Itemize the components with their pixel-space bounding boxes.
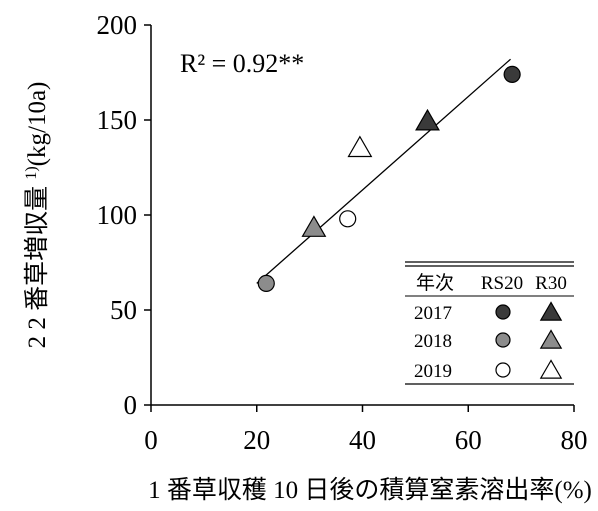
legend-circle-marker xyxy=(495,304,511,320)
data-point-2018-circle xyxy=(257,274,275,292)
x-tick-label: 20 xyxy=(243,425,270,455)
legend: 年次 RS20 R30 2017 2018 2019 xyxy=(405,261,574,385)
axes: 0 50 100 150 200 0 20 40 60 80 xyxy=(97,10,588,455)
trendline xyxy=(256,58,511,284)
trendline-group xyxy=(256,58,511,284)
legend-triangle-marker xyxy=(539,301,563,321)
y-axis-title: 2 2 番草増収量 1)(kg/10a) xyxy=(23,82,51,349)
x-tick-label: 0 xyxy=(144,425,158,455)
y-tick-label: 50 xyxy=(110,295,137,325)
data-point-2019-triangle xyxy=(347,135,373,158)
legend-header-r30: R30 xyxy=(535,273,567,294)
y-axis-title-unit: (kg/10a) xyxy=(24,82,51,167)
legend-year-label: 2019 xyxy=(414,361,452,382)
legend-triangle-marker xyxy=(539,329,563,349)
y-tick-label: 0 xyxy=(124,390,138,420)
y-axis-title-superscript: 1) xyxy=(23,166,40,179)
legend-year-label: 2017 xyxy=(414,303,452,324)
x-axis-title: 1 番草収穫 10 日後の積算窒素溶出率(%) xyxy=(148,476,592,504)
legend-circle-marker xyxy=(495,332,511,348)
x-tick-label: 40 xyxy=(349,425,376,455)
y-tick-label: 100 xyxy=(97,200,138,230)
points-group xyxy=(257,65,521,292)
y-axis-title-main: 2 2 番草増収量 xyxy=(23,180,51,349)
data-point-2017-triangle xyxy=(415,108,440,131)
x-tick-label: 60 xyxy=(455,425,482,455)
legend-circle-marker xyxy=(495,362,511,378)
x-tick-label: 80 xyxy=(561,425,588,455)
y-tick-label: 150 xyxy=(97,105,138,135)
y-axis-title-text: 2 2 番草増収量 1)(kg/10a) xyxy=(23,82,51,349)
r-squared-annotation: R² = 0.92** xyxy=(180,49,304,78)
y-tick-label: 200 xyxy=(97,10,138,40)
legend-year-label: 2018 xyxy=(414,331,452,352)
data-point-2017-circle xyxy=(503,65,521,84)
legend-triangle-marker xyxy=(539,359,563,379)
legend-header-year: 年次 xyxy=(416,272,454,294)
data-point-2018-triangle xyxy=(301,215,327,237)
legend-header-rs20: RS20 xyxy=(481,273,523,294)
data-point-2019-circle xyxy=(339,210,357,228)
